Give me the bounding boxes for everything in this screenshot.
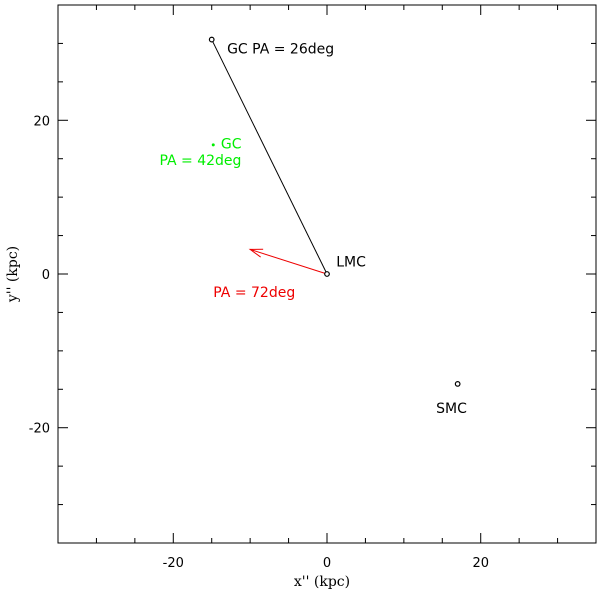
gc-pa-label: GC PA = 26deg [227, 41, 334, 57]
gc-green-label: GC [221, 137, 242, 153]
y-axis-title: y'' (kpc) [5, 246, 21, 303]
chart-lines [211, 39, 328, 275]
axis-ticks [58, 5, 596, 543]
pa42-label: PA = 42deg [159, 153, 241, 169]
smc-label: SMC [436, 401, 467, 417]
smc-point [454, 381, 461, 387]
gc-line [211, 39, 328, 275]
gc-black-point [208, 36, 215, 43]
pa72-label: PA = 72deg [213, 285, 295, 301]
x-tick-label: 20 [472, 556, 489, 571]
y-tick-labels: -20 0 20 [29, 114, 50, 436]
pa-arrow [249, 248, 328, 275]
x-axis-title: x'' (kpc) [294, 574, 350, 590]
arrow-head [248, 248, 264, 258]
x-tick-label: 0 [323, 556, 331, 571]
x-tick-labels: -20 0 20 [163, 556, 489, 571]
y-tick-label: -20 [29, 422, 50, 437]
chart-points [208, 36, 461, 387]
lmc-point [324, 271, 330, 277]
x-tick-label: -20 [163, 556, 184, 571]
lmc-label: LMC [336, 254, 366, 270]
gc-green-point [211, 143, 215, 147]
y-tick-label: 0 [42, 268, 50, 283]
y-tick-label: 20 [33, 114, 50, 129]
